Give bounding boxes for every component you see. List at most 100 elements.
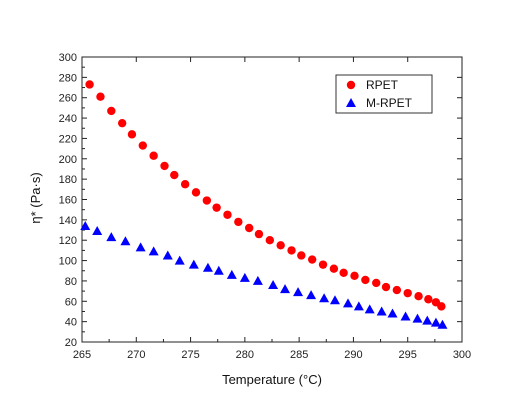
x-tick-label: 300 (453, 349, 471, 361)
data-point (412, 313, 423, 323)
data-point (174, 255, 185, 265)
data-point (127, 130, 137, 139)
m-rpet-series (80, 220, 448, 329)
data-point (96, 92, 105, 101)
data-point (223, 210, 232, 219)
data-point (107, 106, 116, 116)
data-point (430, 317, 441, 327)
data-point (170, 170, 179, 180)
data-point (422, 315, 433, 325)
data-point (212, 203, 221, 212)
data-point (297, 251, 306, 260)
data-point (437, 302, 446, 311)
data-point (414, 291, 423, 301)
data-point (85, 80, 94, 89)
data-point (245, 223, 254, 233)
x-tick-label: 280 (236, 349, 254, 361)
data-point (180, 180, 190, 189)
data-point (234, 217, 243, 227)
data-point (318, 260, 328, 269)
data-point (252, 275, 263, 285)
data-point (188, 259, 199, 269)
data-point (329, 264, 339, 273)
data-point (306, 290, 317, 300)
x-tick-label: 275 (181, 349, 199, 361)
y-tick-label: 160 (59, 195, 77, 207)
data-point (329, 295, 340, 305)
data-point (381, 282, 391, 292)
data-point (353, 301, 364, 311)
data-point (307, 255, 317, 264)
legend: RPET M-RPET (335, 74, 433, 114)
x-axis-title: Temperature (°C) (222, 372, 322, 387)
data-point (149, 151, 158, 160)
y-tick-label: 200 (59, 154, 77, 166)
data-point (135, 242, 146, 252)
y-tick-label: 140 (59, 215, 77, 227)
data-point (106, 232, 117, 242)
data-point (339, 268, 348, 277)
data-point (254, 229, 264, 239)
data-point (213, 265, 224, 275)
legend-marker (346, 80, 356, 90)
legend-label: RPET (366, 78, 399, 92)
y-tick-label: 80 (65, 276, 77, 288)
data-point (437, 319, 448, 329)
series-layer (80, 80, 448, 329)
y-tick-label: 60 (65, 296, 77, 308)
data-point (117, 118, 127, 128)
x-tick-label: 285 (290, 349, 308, 361)
y-tick-label: 40 (65, 317, 77, 329)
data-point (387, 308, 398, 318)
x-tick-label: 295 (399, 349, 417, 361)
data-point (239, 272, 250, 282)
x-tick-label: 270 (127, 349, 145, 361)
legend-label: M-RPET (366, 96, 413, 110)
y-tick-label: 260 (59, 93, 77, 105)
data-point (226, 269, 237, 279)
data-point (319, 293, 330, 303)
data-point (400, 311, 411, 321)
data-point (202, 196, 212, 205)
data-point (148, 246, 159, 256)
y-tick-label: 100 (59, 256, 77, 268)
data-point (343, 298, 353, 308)
data-point (424, 295, 433, 304)
data-point (138, 141, 147, 150)
y-axis: 20 40 60 80 100 120 140 160 180 200 220 240 260 280 30… (59, 52, 462, 349)
data-point (92, 226, 103, 236)
data-point (376, 306, 387, 316)
data-point (403, 288, 412, 298)
x-tick-label: 265 (73, 349, 91, 361)
y-tick-label: 240 (59, 113, 77, 125)
data-point (265, 236, 275, 245)
data-point (364, 304, 375, 314)
data-point (372, 278, 381, 288)
data-point (120, 236, 131, 246)
y-tick-label: 280 (59, 72, 77, 84)
data-point (162, 250, 173, 260)
rpet-series (85, 80, 446, 311)
data-point (280, 284, 291, 294)
y-axis-title: η* (Pa·s) (28, 172, 43, 223)
data-point (202, 262, 213, 272)
data-point (191, 188, 201, 197)
data-point (293, 287, 304, 297)
x-axis: 265 270 275 280 285 290 295 300 (73, 57, 471, 361)
data-point (268, 280, 279, 289)
y-tick-label: 20 (65, 337, 77, 349)
data-point (160, 161, 169, 171)
y-tick-label: 120 (59, 235, 77, 247)
data-point (350, 271, 359, 281)
data-point (80, 220, 91, 230)
data-point (361, 275, 370, 285)
data-point (392, 285, 402, 295)
x-tick-label: 290 (344, 349, 362, 361)
y-tick-label: 300 (59, 52, 77, 64)
y-tick-label: 220 (59, 133, 77, 145)
legend-marker (346, 98, 356, 107)
data-point (287, 246, 296, 255)
y-tick-label: 180 (59, 174, 77, 186)
data-point (276, 241, 285, 250)
